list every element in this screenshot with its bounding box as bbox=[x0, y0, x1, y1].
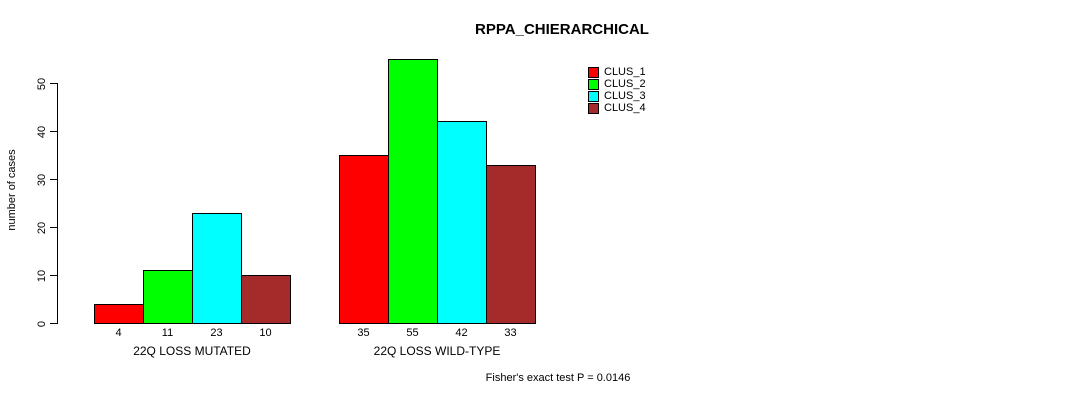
bar-value-label: 10 bbox=[259, 327, 272, 339]
legend-swatch-clus_3 bbox=[588, 90, 599, 102]
y-tick-label: 0 bbox=[36, 320, 48, 327]
legend-item-clus_3: CLUS_3 bbox=[588, 90, 646, 102]
footer-annotation: Fisher's exact test P = 0.0146 bbox=[485, 372, 631, 384]
legend-label: CLUS_2 bbox=[604, 78, 646, 90]
y-tick-mark bbox=[50, 227, 57, 228]
y-tick-mark bbox=[50, 275, 57, 276]
legend-item-clus_4: CLUS_4 bbox=[588, 102, 646, 114]
y-tick-label: 10 bbox=[36, 269, 48, 282]
bar-clus_1-group1 bbox=[94, 304, 144, 324]
bar-value-label: 23 bbox=[210, 327, 223, 339]
y-tick-mark bbox=[50, 131, 57, 132]
group-label: 22Q LOSS MUTATED bbox=[133, 344, 251, 358]
y-tick-mark bbox=[50, 179, 57, 180]
bar-value-label: 35 bbox=[357, 327, 370, 339]
legend-label: CLUS_3 bbox=[604, 90, 646, 102]
chart-title: RPPA_CHIERARCHICAL bbox=[475, 21, 649, 38]
bar-value-label: 11 bbox=[161, 327, 174, 339]
legend-label: CLUS_1 bbox=[604, 66, 646, 78]
bar-clus_3-group1 bbox=[192, 213, 242, 324]
legend: CLUS_1 CLUS_2 CLUS_3 CLUS_4 bbox=[588, 66, 646, 114]
legend-item-clus_2: CLUS_2 bbox=[588, 78, 646, 90]
y-tick-label: 40 bbox=[36, 125, 48, 138]
bar-value-label: 55 bbox=[406, 327, 419, 339]
legend-item-clus_1: CLUS_1 bbox=[588, 66, 646, 78]
y-tick-mark bbox=[50, 83, 57, 84]
group-label: 22Q LOSS WILD-TYPE bbox=[373, 344, 501, 358]
bar-clus_4-group1 bbox=[241, 275, 291, 324]
bar-clus_2-group1 bbox=[143, 270, 193, 324]
bar-value-label: 4 bbox=[115, 327, 122, 339]
legend-swatch-clus_2 bbox=[588, 78, 599, 90]
bar-clus_4-group2 bbox=[486, 165, 536, 324]
bar-clus_3-group2 bbox=[437, 121, 487, 324]
bar-value-label: 33 bbox=[504, 327, 517, 339]
legend-swatch-clus_4 bbox=[588, 102, 599, 114]
y-axis-line bbox=[57, 83, 58, 324]
legend-swatch-clus_1 bbox=[588, 66, 599, 78]
legend-label: CLUS_4 bbox=[604, 102, 646, 114]
y-tick-label: 30 bbox=[36, 173, 48, 186]
y-tick-label: 50 bbox=[36, 77, 48, 90]
bar-clus_2-group2 bbox=[388, 59, 438, 324]
y-tick-mark bbox=[50, 323, 57, 324]
y-axis-label: number of cases bbox=[6, 149, 18, 231]
y-tick-label: 20 bbox=[36, 221, 48, 234]
bar-value-label: 42 bbox=[455, 327, 468, 339]
bar-clus_1-group2 bbox=[339, 155, 389, 324]
